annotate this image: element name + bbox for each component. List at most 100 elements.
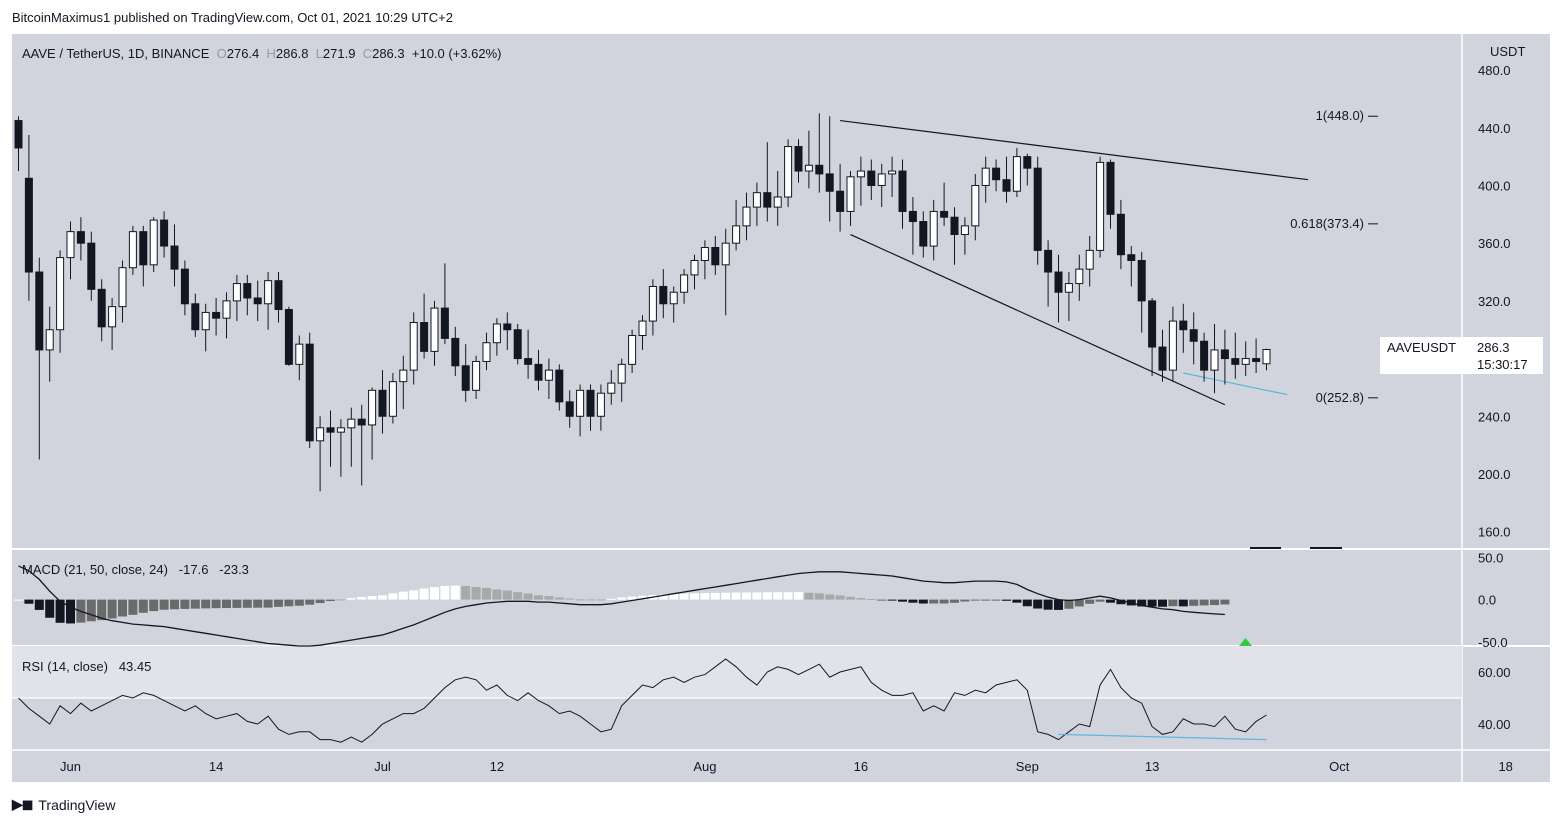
candle-up	[409, 322, 418, 371]
macd-histogram-bar	[846, 596, 855, 600]
candle-down	[1252, 358, 1261, 362]
candle-up	[1085, 249, 1094, 270]
last-price-countdown: 15:30:17	[1477, 357, 1528, 372]
time-axis-label: Jul	[374, 759, 391, 774]
macd-histogram-bar	[887, 599, 897, 601]
macd-histogram-bar	[1002, 599, 1011, 601]
price-pane-marker	[1310, 547, 1342, 549]
candle-down	[420, 322, 429, 352]
chart-frame[interactable]: 50.0 0.0 -50.0 60.00 40.00 480.0 440.0 400.0 3…	[12, 34, 1550, 782]
macd-line	[18, 565, 1225, 647]
candle-up	[856, 170, 865, 178]
candle-up	[118, 267, 127, 308]
candle-down	[586, 389, 595, 417]
candle-down	[24, 177, 33, 273]
candle-up	[201, 311, 210, 331]
macd-histogram-bar	[1178, 599, 1188, 607]
symbol-header[interactable]: AAVE / TetherUS, 1D, BINANCE O276.4 H286…	[22, 46, 502, 61]
macd-histogram-bar	[981, 599, 991, 601]
time-axis-label: Jun	[60, 759, 81, 774]
candle-down	[212, 311, 221, 319]
macd-histogram-bar	[170, 599, 179, 610]
macd-axis-label: -50.0	[1478, 635, 1508, 650]
macd-histogram-bar	[1095, 599, 1105, 602]
rsi-legend[interactable]: RSI (14, close) 43.45	[22, 659, 151, 674]
macd-histogram-bar	[783, 592, 793, 600]
candle-down	[191, 303, 200, 331]
macd-layer: 50.0 0.0 -50.0	[14, 550, 1508, 650]
macd-histogram-bar	[430, 587, 439, 600]
candle-down	[180, 268, 189, 305]
macd-histogram-bar	[960, 599, 970, 602]
candle-down	[940, 210, 949, 218]
candle-down	[503, 323, 512, 331]
chart-canvas[interactable]: 50.0 0.0 -50.0 60.00 40.00 480.0 440.0 400.0 3…	[12, 34, 1550, 782]
macd-legend[interactable]: MACD (21, 50, close, 24) -17.6 -23.3	[22, 562, 249, 577]
candle-up	[45, 329, 54, 351]
price-tick-label: 440.0	[1478, 121, 1511, 136]
rsi-label[interactable]: RSI (14, close)	[22, 659, 108, 674]
macd-histogram-bar	[918, 599, 928, 604]
macd-histogram-bar	[128, 599, 138, 615]
macd-histogram-bar	[1210, 599, 1219, 606]
macd-histogram-bar	[825, 594, 835, 600]
macd-histogram-bar	[409, 590, 419, 600]
rsi-value: 43.45	[118, 659, 152, 674]
macd-histogram-bar	[669, 594, 679, 600]
candle-up	[804, 164, 813, 172]
time-axis-label: Aug	[693, 759, 716, 774]
time-axis-label: 13	[1145, 759, 1159, 774]
price-tick-label: 400.0	[1478, 178, 1511, 193]
candle-up	[888, 170, 897, 175]
candle-down	[524, 358, 533, 365]
last-price-symbol: AAVEUSDT	[1387, 340, 1456, 355]
price-tick-label: 320.0	[1478, 294, 1511, 309]
candle-up	[732, 225, 741, 244]
time-axis-label: 18	[1498, 759, 1512, 774]
macd-histogram-bar	[34, 599, 44, 610]
candle-up	[877, 173, 886, 186]
macd-label[interactable]: MACD (21, 50, close, 24)	[22, 562, 168, 577]
macd-histogram-bar	[24, 599, 34, 604]
descending-wedge-upper	[840, 119, 1309, 181]
candle-down	[1158, 346, 1167, 371]
candle-down	[76, 231, 85, 244]
price-pane[interactable]	[12, 34, 1462, 549]
price-axis-unit[interactable]: USDT	[1490, 44, 1526, 59]
candle-down	[1054, 271, 1063, 293]
candle-down	[836, 190, 845, 212]
macd-histogram-bar	[367, 596, 377, 600]
macd-histogram-bar	[1022, 599, 1032, 607]
macd-histogram-bar	[1168, 599, 1178, 607]
last-price-label-bg	[1380, 337, 1543, 374]
candle-up	[638, 320, 647, 336]
macd-histogram-bar	[1033, 599, 1043, 609]
candle-down	[513, 329, 522, 360]
open-key: O	[216, 46, 227, 61]
macd-histogram-bar	[721, 592, 731, 600]
close-value: 286.3	[372, 46, 405, 61]
macd-histogram-bar	[211, 599, 221, 609]
footer-brand: TradingView	[38, 796, 116, 813]
time-axis-label: 16	[854, 759, 868, 774]
macd-histogram-bar	[388, 593, 398, 600]
symbol-title[interactable]: AAVE / TetherUS, 1D, BINANCE	[22, 46, 210, 61]
macd-histogram-bar	[86, 599, 96, 622]
price-tick-label: 240.0	[1478, 409, 1511, 424]
macd-histogram-bar	[565, 598, 575, 600]
time-axis-label: Oct	[1329, 759, 1350, 774]
candle-down	[1127, 254, 1136, 261]
macd-axis-label: 0.0	[1478, 593, 1496, 608]
candle-down	[867, 170, 876, 186]
candle-down	[160, 219, 169, 247]
candle-up	[1012, 156, 1021, 192]
price-axis-column[interactable]	[1462, 34, 1550, 782]
candle-up	[669, 291, 678, 305]
candle-up	[66, 231, 75, 259]
candle-down	[794, 146, 803, 172]
candle-up	[1210, 349, 1219, 371]
macd-histogram-bar	[1137, 599, 1147, 607]
candle-down	[1106, 161, 1115, 215]
macd-histogram-bar	[492, 589, 502, 600]
candle-up	[264, 280, 273, 305]
